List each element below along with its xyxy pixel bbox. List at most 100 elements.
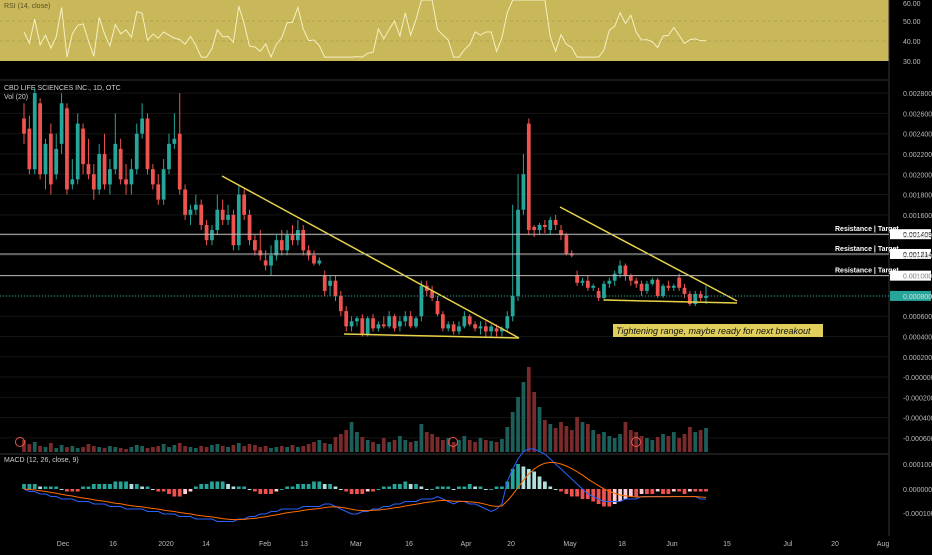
candle[interactable] [489,324,494,337]
candle[interactable] [543,219,547,234]
candle[interactable] [677,273,682,291]
candle[interactable] [505,311,510,332]
support-line-2[interactable] [603,299,738,304]
candle[interactable] [446,321,451,332]
candle[interactable] [199,199,204,231]
candle[interactable] [118,138,123,185]
candle[interactable] [671,283,676,291]
candle[interactable] [580,277,585,286]
candle[interactable] [537,222,542,236]
candle[interactable] [210,224,214,246]
candle[interactable] [124,164,128,195]
candle[interactable] [226,204,230,225]
candle[interactable] [134,123,139,175]
candle[interactable] [306,245,311,261]
candle[interactable] [129,159,134,195]
candle[interactable] [532,224,537,238]
candle[interactable] [602,280,606,302]
annotation-box[interactable] [613,324,823,337]
candle[interactable] [97,143,102,195]
candle[interactable] [231,209,236,251]
candle[interactable] [521,153,526,215]
candle[interactable] [365,316,370,337]
candle[interactable] [564,233,569,256]
candle[interactable] [312,250,316,266]
candle[interactable] [91,164,96,200]
candle[interactable] [688,290,692,307]
candle[interactable] [585,275,590,291]
candle[interactable] [387,311,392,329]
candle[interactable] [457,321,461,335]
candle[interactable] [258,230,263,261]
candle[interactable] [473,321,477,332]
candle[interactable] [204,219,209,246]
candle[interactable] [167,133,171,175]
event-marker-icon[interactable] [631,437,641,447]
candle[interactable] [161,159,166,205]
candle[interactable] [349,316,354,332]
candle[interactable] [290,224,295,246]
candle[interactable] [177,93,182,195]
candle[interactable] [65,103,69,195]
candle[interactable] [333,275,338,302]
candle[interactable] [81,123,85,175]
candle[interactable] [478,321,483,335]
candle[interactable] [70,159,75,190]
candle[interactable] [634,277,639,288]
candle[interactable] [48,123,53,195]
candle[interactable] [483,321,488,337]
candle[interactable] [183,184,187,220]
candle[interactable] [236,184,241,251]
candle[interactable] [102,133,107,190]
candle[interactable] [193,194,198,215]
candle[interactable] [698,290,703,302]
event-markers[interactable] [15,437,641,447]
candle[interactable] [596,287,601,302]
candle[interactable] [172,113,177,149]
candle[interactable] [559,224,563,241]
candle[interactable] [151,164,155,190]
candle[interactable] [328,275,332,296]
candle[interactable] [269,245,273,276]
candle[interactable] [403,311,408,327]
candle[interactable] [639,280,644,296]
event-marker-icon[interactable] [15,437,25,447]
candle[interactable] [113,113,118,175]
candle[interactable] [435,295,440,317]
candle[interactable] [591,283,596,291]
candle[interactable] [612,270,617,286]
candle[interactable] [86,138,91,180]
candle[interactable] [623,263,628,281]
candle[interactable] [371,314,375,332]
candle[interactable] [650,277,655,286]
candle[interactable] [467,314,472,327]
candle[interactable] [451,321,456,335]
candle[interactable] [666,280,671,291]
candle[interactable] [220,199,225,225]
candle[interactable] [440,311,445,332]
candle[interactable] [38,98,42,180]
event-marker-icon[interactable] [448,437,458,447]
descending-trendline-1[interactable] [221,175,520,339]
candle[interactable] [274,235,279,261]
candle[interactable] [301,224,306,256]
candle[interactable] [59,93,64,154]
candle[interactable] [462,311,467,329]
candle[interactable] [392,314,397,332]
candle[interactable] [693,290,698,307]
candle[interactable] [344,306,349,332]
candle[interactable] [156,174,161,205]
candle[interactable] [607,277,612,288]
candle[interactable] [655,277,660,298]
candle[interactable] [54,133,59,180]
candle[interactable] [414,316,418,329]
candle[interactable] [360,314,365,337]
candle[interactable] [398,316,402,332]
candle[interactable] [253,235,257,256]
candle[interactable] [553,214,558,231]
candle[interactable] [75,113,80,185]
candle[interactable] [575,270,579,286]
candle[interactable] [510,204,515,322]
